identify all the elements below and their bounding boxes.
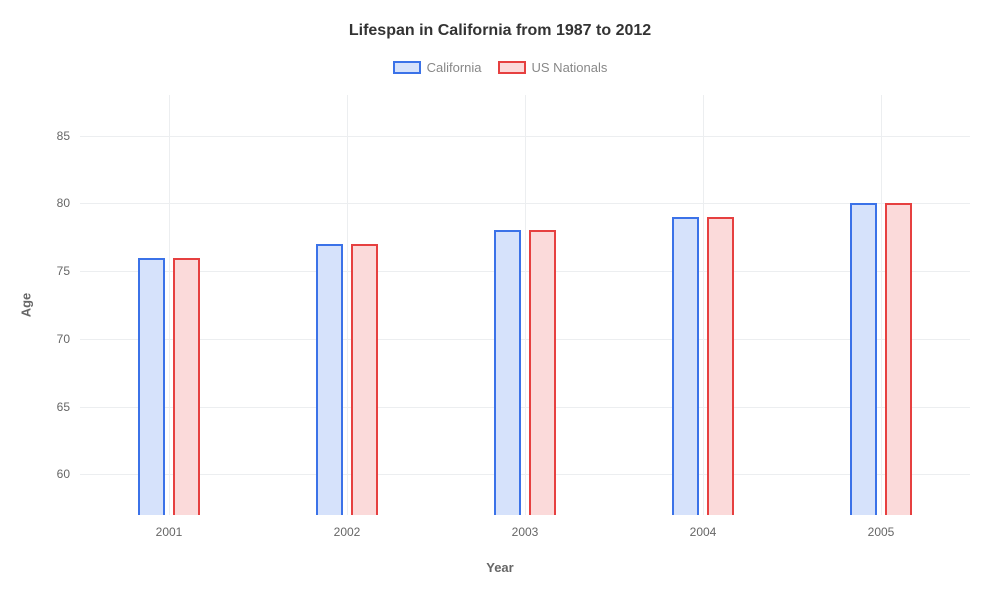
legend-swatch xyxy=(498,61,526,74)
x-tick-label: 2002 xyxy=(334,525,361,539)
y-tick-label: 80 xyxy=(57,196,70,210)
x-tick-label: 2003 xyxy=(512,525,539,539)
legend: California US Nationals xyxy=(0,60,1000,75)
y-tick-label: 60 xyxy=(57,467,70,481)
gridline-vertical xyxy=(525,95,526,515)
legend-swatch xyxy=(393,61,421,74)
y-tick-label: 65 xyxy=(57,400,70,414)
bar xyxy=(494,230,521,515)
bar xyxy=(529,230,556,515)
legend-item: California xyxy=(393,60,482,75)
bar xyxy=(885,203,912,515)
x-tick-label: 2004 xyxy=(690,525,717,539)
gridline-vertical xyxy=(347,95,348,515)
y-axis-label: Age xyxy=(19,293,34,318)
y-tick-label: 75 xyxy=(57,264,70,278)
bar xyxy=(173,258,200,515)
legend-item: US Nationals xyxy=(498,60,608,75)
plot-area: 60657075808520012002200320042005 xyxy=(80,95,970,515)
bar xyxy=(707,217,734,515)
bar xyxy=(672,217,699,515)
x-tick-label: 2001 xyxy=(156,525,183,539)
chart-container: Lifespan in California from 1987 to 2012… xyxy=(0,0,1000,600)
chart-title: Lifespan in California from 1987 to 2012 xyxy=(0,22,1000,40)
bar xyxy=(316,244,343,515)
legend-label: US Nationals xyxy=(532,60,608,75)
x-axis-label: Year xyxy=(0,560,1000,575)
bar xyxy=(850,203,877,515)
y-tick-label: 85 xyxy=(57,129,70,143)
y-tick-label: 70 xyxy=(57,332,70,346)
x-tick-label: 2005 xyxy=(868,525,895,539)
gridline-vertical xyxy=(881,95,882,515)
bar xyxy=(351,244,378,515)
gridline-vertical xyxy=(703,95,704,515)
legend-label: California xyxy=(427,60,482,75)
bar xyxy=(138,258,165,515)
gridline-vertical xyxy=(169,95,170,515)
